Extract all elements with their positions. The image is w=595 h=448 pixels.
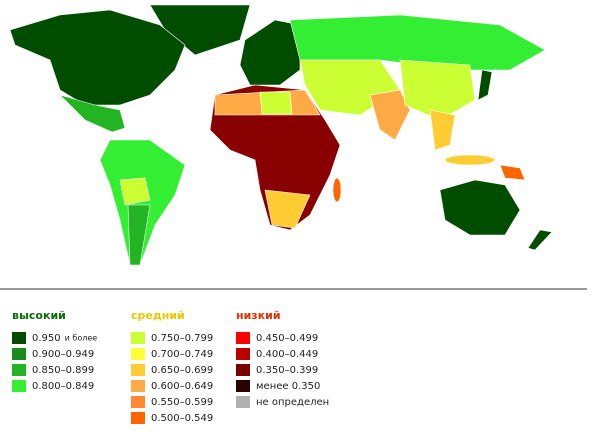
greenland [149, 4, 251, 56]
legend-swatch [236, 364, 250, 376]
legend-label: 0.700–0.749 [151, 349, 213, 360]
legend-group-title: низкий [236, 309, 281, 322]
legend-swatch [12, 364, 26, 376]
argentina [127, 204, 151, 266]
indonesia [444, 154, 496, 166]
bolivia [119, 177, 151, 206]
legend-label: 0.950 [32, 333, 61, 344]
legend-swatch [131, 364, 145, 376]
southeast-asia [429, 109, 456, 151]
legend-label: 0.350–0.399 [256, 365, 318, 376]
legend-swatch [12, 380, 26, 392]
legend-swatch [131, 396, 145, 408]
legend-label: менее 0.350 [256, 381, 320, 392]
legend-label: 0.450–0.499 [256, 333, 318, 344]
southern-africa [264, 189, 311, 229]
legend-swatch [131, 380, 145, 392]
legend: высокий 0.950 и более 0.900–0.949 0.850–0.89… [12, 309, 329, 424]
legend-swatch [236, 348, 250, 360]
legend-label: 0.500–0.549 [151, 413, 213, 424]
europe [239, 19, 301, 86]
legend-swatch [236, 332, 250, 344]
legend-swatch [12, 348, 26, 360]
new-zealand [527, 229, 553, 251]
central-america [58, 94, 126, 133]
legend-note: и более [65, 334, 98, 343]
japan [477, 69, 493, 101]
legend-label: 0.750–0.799 [151, 333, 213, 344]
legend-label: не определен [256, 397, 329, 408]
legend-swatch [131, 412, 145, 424]
legend-label: 0.650–0.699 [151, 365, 213, 376]
legend-label: 0.900–0.949 [32, 349, 94, 360]
legend-group-title: средний [131, 309, 185, 322]
legend-label: 0.800–0.849 [32, 381, 94, 392]
north-america [9, 9, 186, 106]
china [399, 59, 476, 121]
legend-swatch [131, 348, 145, 360]
world-map [9, 4, 553, 266]
india [369, 89, 411, 141]
libya [259, 91, 293, 115]
australia [439, 179, 521, 236]
madagascar [332, 177, 342, 203]
legend-group-title: высокий [12, 309, 66, 322]
papua [499, 164, 526, 181]
legend-label: 0.550–0.599 [151, 397, 213, 408]
legend-swatch [236, 396, 250, 408]
legend-swatch [236, 380, 250, 392]
legend-label: 0.600–0.649 [151, 381, 213, 392]
legend-label: 0.850–0.899 [32, 365, 94, 376]
legend-swatch [12, 332, 26, 344]
legend-swatch [131, 332, 145, 344]
legend-label: 0.400–0.449 [256, 349, 318, 360]
